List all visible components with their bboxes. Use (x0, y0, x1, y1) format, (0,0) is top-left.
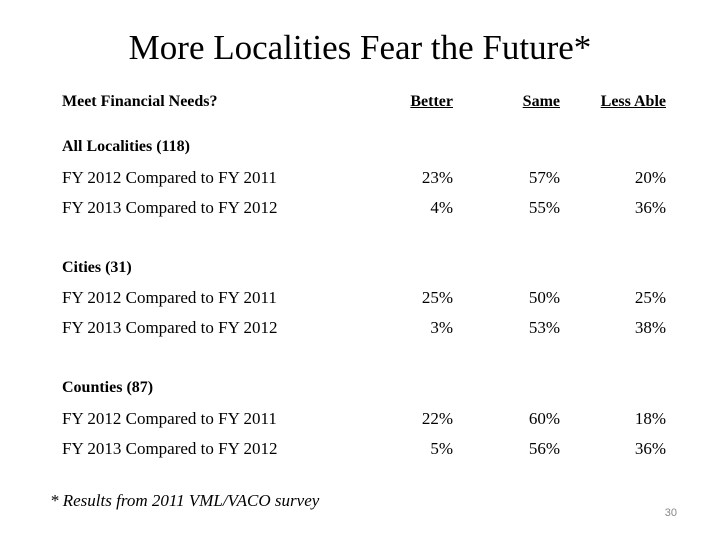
table-row: FY 2013 Compared to FY 2012 4% 55% 36% (0, 197, 720, 219)
same-value: 56% (528, 439, 560, 458)
same-value: 57% (528, 168, 560, 187)
table-row: FY 2013 Compared to FY 2012 5% 56% 36% (0, 438, 720, 460)
better-value: 23% (421, 168, 453, 187)
less-able-value: 36% (634, 198, 666, 217)
better-value: 4% (430, 198, 453, 217)
less-able-value: 25% (634, 288, 666, 307)
row-label: FY 2012 Compared to FY 2011 (62, 288, 277, 307)
same-column-header: Same (522, 93, 560, 110)
row-label: FY 2012 Compared to FY 2011 (62, 168, 277, 187)
row-label: FY 2013 Compared to FY 2012 (62, 439, 278, 458)
table-row: FY 2013 Compared to FY 2012 3% 53% 38% (0, 317, 720, 339)
group-heading-counties: Counties (87) (0, 377, 720, 399)
table-row: FY 2012 Compared to FY 2011 23% 57% 20% (0, 167, 720, 189)
same-value: 55% (528, 198, 560, 217)
page-number: 30 (664, 507, 677, 519)
row-label: FY 2012 Compared to FY 2011 (62, 409, 277, 428)
less-able-value: 36% (634, 439, 666, 458)
table-header: Meet Financial Needs? Better Same Less A… (0, 91, 720, 113)
group-label: Counties (87) (62, 379, 154, 396)
table-row: FY 2012 Compared to FY 2011 22% 60% 18% (0, 408, 720, 430)
row-label: FY 2013 Compared to FY 2012 (62, 198, 278, 217)
better-value: 22% (421, 409, 453, 428)
same-value: 53% (528, 318, 560, 337)
slide-title: More Localities Fear the Future* (128, 28, 592, 67)
same-value: 60% (528, 409, 560, 428)
question-header: Meet Financial Needs? (62, 93, 218, 110)
same-value: 50% (528, 288, 560, 307)
less-able-value: 18% (634, 409, 666, 428)
row-label: FY 2013 Compared to FY 2012 (62, 318, 278, 337)
better-value: 5% (430, 439, 453, 458)
less-able-column-header: Less Able (600, 93, 666, 110)
group-label: Cities (31) (62, 259, 132, 276)
better-value: 3% (430, 318, 453, 337)
better-column-header: Better (410, 93, 453, 110)
group-heading-cities: Cities (31) (0, 257, 720, 279)
less-able-value: 38% (634, 318, 666, 337)
group-heading-all-localities: All Localities (118) (0, 136, 720, 158)
footnote: * Results from 2011 VML/VACO survey (50, 491, 320, 510)
group-label: All Localities (118) (62, 138, 190, 155)
table-row: FY 2012 Compared to FY 2011 25% 50% 25% (0, 287, 720, 309)
less-able-value: 20% (634, 168, 666, 187)
better-value: 25% (421, 288, 453, 307)
